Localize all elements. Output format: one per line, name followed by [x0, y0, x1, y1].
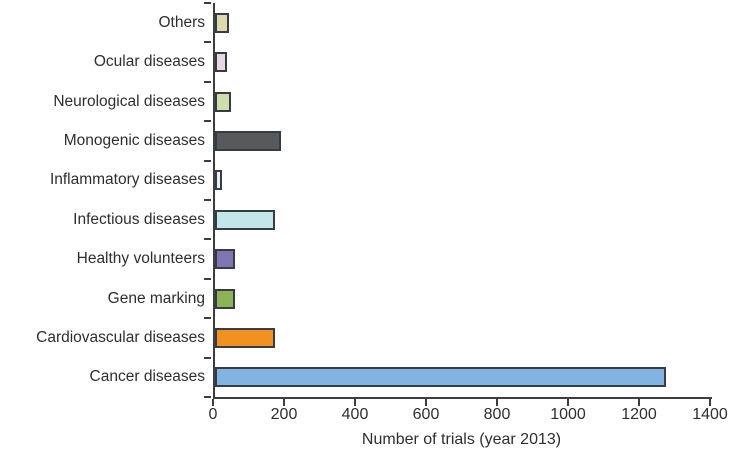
category-label-cancer-diseases: Cancer diseases	[89, 368, 205, 386]
category-label-others: Others	[158, 13, 205, 31]
x-axis-tick-200	[283, 399, 285, 406]
x-axis-tick-label-0: 0	[208, 406, 218, 423]
x-axis-tick-label-1000: 1000	[550, 406, 586, 423]
bar-ocular-diseases	[215, 52, 228, 73]
x-axis-tick-1400	[709, 399, 711, 406]
y-axis-tick	[204, 396, 211, 398]
x-axis-tick-label-200: 200	[270, 406, 298, 423]
x-axis-tick-label-1400: 1400	[692, 406, 728, 423]
plot-area	[213, 3, 712, 399]
x-axis-title: Number of trials (year 2013)	[361, 431, 562, 448]
x-axis-tick-0	[212, 399, 214, 406]
bar-neurological-diseases	[215, 91, 231, 112]
y-axis-tick	[204, 238, 211, 241]
y-axis-tick	[204, 2, 211, 4]
category-label-neurological-diseases: Neurological diseases	[53, 92, 205, 110]
x-axis-tick-1200	[638, 399, 640, 406]
y-axis-tick	[204, 120, 211, 123]
category-label-inflammatory-diseases: Inflammatory diseases	[49, 171, 205, 189]
bar-infectious-diseases	[215, 209, 276, 230]
y-axis-tick	[204, 41, 211, 44]
category-label-healthy-volunteers: Healthy volunteers	[76, 250, 205, 268]
x-axis-tick-600	[425, 399, 427, 406]
category-label-ocular-diseases: Ocular diseases	[93, 53, 205, 71]
category-label-infectious-diseases: Infectious diseases	[73, 210, 205, 228]
bar-healthy-volunteers	[215, 249, 235, 270]
x-axis-tick-label-1200: 1200	[621, 406, 657, 423]
y-axis-tick	[204, 277, 211, 280]
x-axis-tick-400	[354, 399, 356, 406]
y-axis-tick	[204, 80, 211, 83]
y-axis-tick	[204, 356, 211, 359]
y-axis-tick	[204, 159, 211, 162]
y-axis-tick	[204, 199, 211, 201]
bar-cardiovascular-diseases	[215, 327, 276, 348]
y-axis-tick	[204, 317, 211, 320]
category-label-gene-marking: Gene marking	[107, 289, 205, 307]
category-label-cardiovascular-diseases: Cardiovascular diseases	[36, 328, 205, 346]
x-axis-tick-label-800: 800	[483, 406, 511, 423]
category-label-monogenic-diseases: Monogenic diseases	[63, 131, 205, 149]
bar-cancer-diseases	[215, 367, 666, 388]
bar-others	[215, 12, 230, 33]
x-axis-tick-label-400: 400	[341, 406, 369, 423]
x-axis-tick-label-600: 600	[412, 406, 440, 423]
x-axis-tick-800	[496, 399, 498, 406]
bar-inflammatory-diseases	[215, 170, 223, 191]
bar-monogenic-diseases	[215, 130, 281, 151]
x-axis-tick-1000	[567, 399, 569, 406]
bar-gene-marking	[215, 288, 235, 309]
